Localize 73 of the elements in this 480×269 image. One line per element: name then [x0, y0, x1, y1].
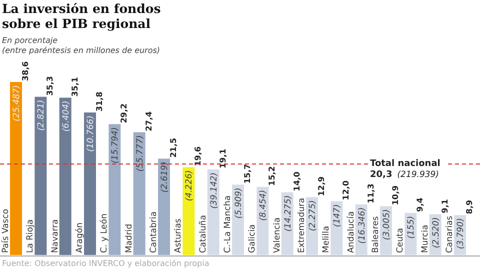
data-label: 38,6	[21, 60, 30, 81]
annotation: (219.939)	[397, 170, 440, 180]
data-label: 31,8	[95, 91, 104, 112]
annotation: 20,3	[370, 170, 392, 180]
chart-title: La inversión en fondos sobre el PIB regional	[0, 0, 204, 32]
data-label: 35,1	[70, 76, 80, 97]
bar	[133, 132, 146, 255]
annotation: (39.142)	[209, 172, 220, 209]
x-tick-label: C.-La Mancha	[223, 195, 233, 253]
data-label: 12,0	[342, 180, 351, 200]
annotation: (14.275)	[283, 195, 294, 232]
x-tick-label: Madrid	[124, 224, 134, 253]
data-label: 15,2	[268, 166, 277, 186]
bar	[330, 201, 343, 255]
annotation: (8.454)	[258, 190, 269, 221]
x-tick-label: Extremadura	[297, 198, 307, 253]
x-tick-label: Murcia	[420, 224, 430, 253]
chart-subtitle: En porcentaje	[2, 36, 58, 45]
annotation: (55.777)	[135, 135, 146, 172]
data-label: 21,5	[169, 137, 178, 158]
ref-line-label: Total nacional	[370, 159, 440, 170]
x-tick-label: Melilla	[322, 226, 332, 253]
x-tick-label: La Rioja	[26, 219, 36, 253]
x-tick-label: Asturias	[174, 218, 184, 253]
x-tick-label: Navarra	[50, 219, 60, 253]
data-label: 35,3	[46, 76, 55, 96]
source-note: Fuente: Observatorio INVERCO y elaboración propia	[2, 259, 210, 268]
bar	[84, 112, 96, 255]
annotation: (2.821)	[36, 100, 47, 131]
data-label: 10,9	[391, 184, 400, 206]
data-label: 9,4	[416, 197, 425, 212]
data-label: 14,0	[292, 171, 302, 192]
annotation: (2.619)	[160, 162, 170, 193]
annotation: (10.766)	[86, 115, 96, 152]
x-tick-label: País Vasco	[1, 208, 11, 253]
data-label: 27,4	[144, 111, 154, 132]
bar	[34, 96, 47, 255]
data-label: 12,9	[317, 176, 326, 196]
bar	[10, 82, 22, 255]
bar	[182, 167, 195, 255]
x-tick-label: C. y León	[100, 214, 110, 253]
x-tick-label: Cantabria	[149, 211, 159, 253]
annotation: (6.404)	[61, 100, 72, 132]
bar	[59, 98, 72, 255]
x-tick-label: Canarias	[445, 215, 455, 253]
annotation: (3.790)	[456, 218, 466, 250]
annotation: (4.226)	[184, 170, 195, 202]
x-tick-label: Aragón	[75, 222, 85, 253]
data-label: 29,2	[120, 103, 129, 124]
annotation: (16.346)	[357, 207, 368, 244]
annotation: (25.487)	[12, 85, 22, 122]
data-label: 9,1	[440, 198, 450, 214]
annotation: (155)	[406, 216, 417, 239]
data-label: 19,1	[218, 148, 228, 168]
bar	[158, 158, 170, 255]
x-tick-label: Galicia	[248, 224, 258, 253]
annotation: (5.909)	[234, 188, 244, 219]
data-label: 11,3	[366, 184, 376, 204]
x-tick-label: Valencia	[272, 217, 282, 253]
annotation: (2.520)	[431, 217, 442, 248]
annotation: (2.275)	[308, 200, 318, 232]
annotation: (3.005)	[382, 209, 392, 240]
x-tick-label: Andalucía	[346, 211, 356, 253]
text: (entre paréntesis en millones de euros)	[2, 46, 160, 55]
x-tick-label: Baleares	[371, 216, 381, 253]
annotation: (15.794)	[110, 127, 121, 164]
x-tick-label: Cataluña	[198, 214, 208, 253]
data-label: 15,7	[243, 164, 252, 184]
data-label: 8,9	[465, 200, 474, 214]
annotation: (147)	[332, 204, 343, 228]
x-tick-label: Ceuta	[396, 228, 406, 253]
bar	[108, 124, 121, 255]
data-label: 19,6	[194, 146, 203, 166]
